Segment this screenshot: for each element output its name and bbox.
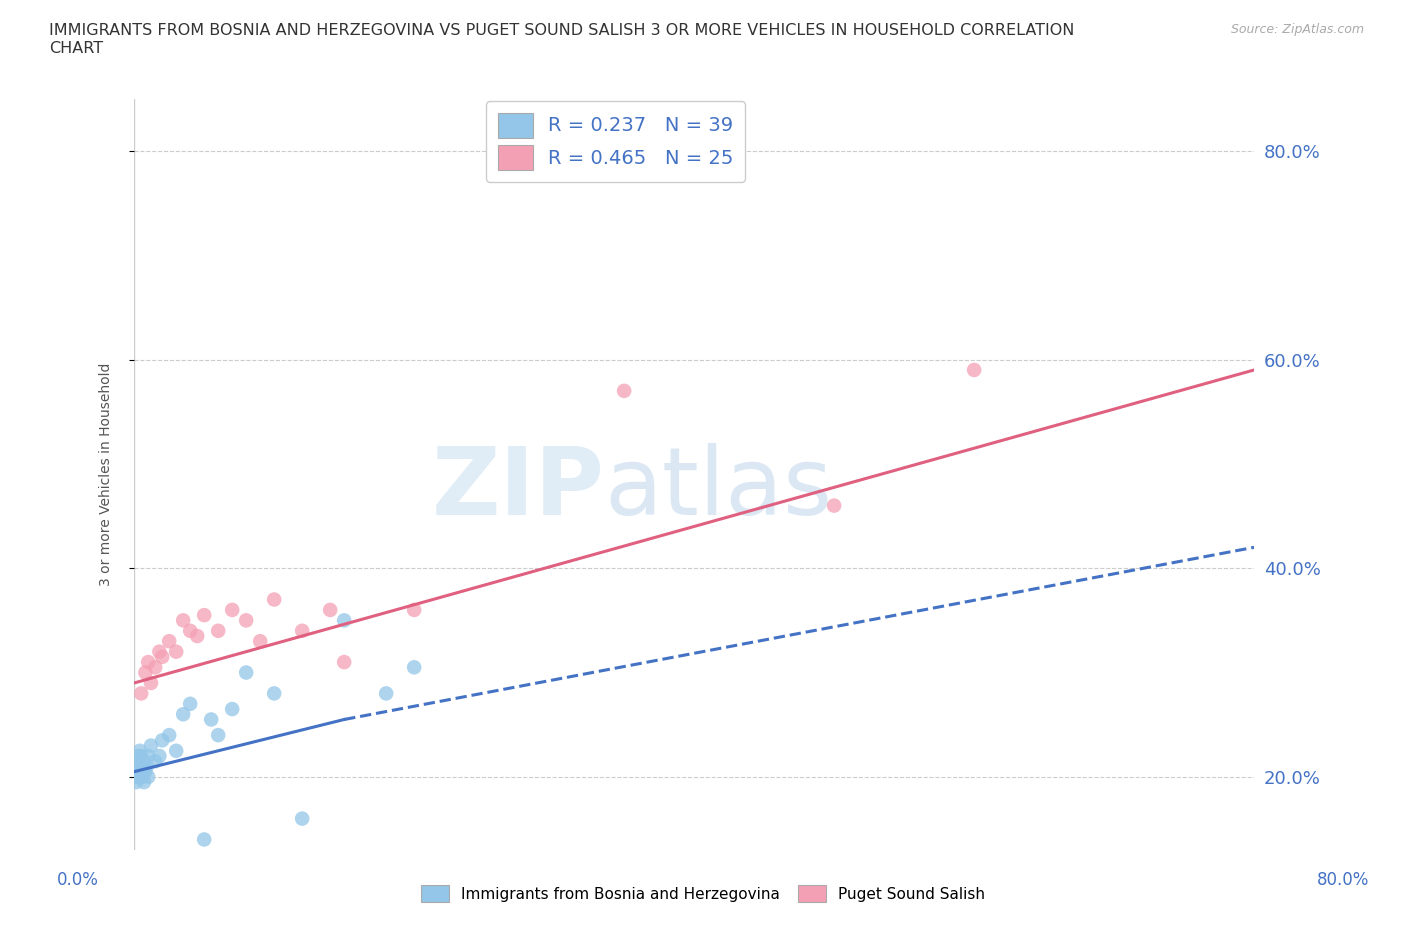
Point [333,655,356,670]
Point [134,764,156,779]
Point [157,727,180,742]
Point [165,743,187,758]
Point [235,613,257,628]
Point [200,712,222,727]
Point [291,623,314,638]
Point [136,655,159,670]
Point [179,697,201,711]
Point [135,759,157,774]
Point [127,754,149,769]
Point [136,769,159,784]
Point [186,629,208,644]
Point [125,759,148,774]
Point [963,363,986,378]
Point [404,603,426,618]
Text: 0.0%: 0.0% [56,871,98,889]
Point [148,644,170,659]
Point [165,644,187,659]
Point [291,811,314,826]
Point [221,603,243,618]
Point [613,383,636,398]
Point [193,607,215,622]
Point [128,764,150,779]
Point [143,754,166,769]
Point [157,633,180,648]
Text: 80.0%: 80.0% [1316,871,1369,889]
Point [127,749,149,764]
Point [263,592,285,607]
Point [132,775,155,790]
Point [124,764,146,779]
Point [221,701,243,716]
Text: atlas: atlas [605,444,832,536]
Point [148,749,170,764]
Point [129,759,152,774]
Point [129,749,152,764]
Point [150,733,173,748]
Point [139,738,162,753]
Point [207,623,229,638]
Point [319,603,342,618]
Y-axis label: 3 or more Vehicles in Household: 3 or more Vehicles in Household [100,363,114,586]
Point [193,832,215,847]
Point [404,660,426,675]
Point [823,498,845,513]
Point [333,613,356,628]
Point [128,743,150,758]
Point [132,754,155,769]
Point [139,675,162,690]
Point [125,769,148,784]
Point [150,649,173,664]
Legend: Immigrants from Bosnia and Herzegovina, Puget Sound Salish: Immigrants from Bosnia and Herzegovina, … [415,879,991,909]
Point [134,665,156,680]
Point [128,759,150,774]
Text: IMMIGRANTS FROM BOSNIA AND HERZEGOVINA VS PUGET SOUND SALISH 3 OR MORE VEHICLES : IMMIGRANTS FROM BOSNIA AND HERZEGOVINA V… [49,23,1074,56]
Point [172,707,194,722]
Point [129,764,152,779]
Point [249,633,271,648]
Point [131,769,153,784]
Point [125,775,148,790]
Point [375,686,398,701]
Point [207,727,229,742]
Point [127,769,149,784]
Legend: R = 0.237   N = 39, R = 0.465   N = 25: R = 0.237 N = 39, R = 0.465 N = 25 [486,101,745,182]
Point [143,660,166,675]
Text: ZIP: ZIP [432,444,605,536]
Point [172,613,194,628]
Point [235,665,257,680]
Text: Source: ZipAtlas.com: Source: ZipAtlas.com [1230,23,1364,36]
Point [131,759,153,774]
Point [263,686,285,701]
Point [136,749,159,764]
Point [129,686,152,701]
Point [179,623,201,638]
